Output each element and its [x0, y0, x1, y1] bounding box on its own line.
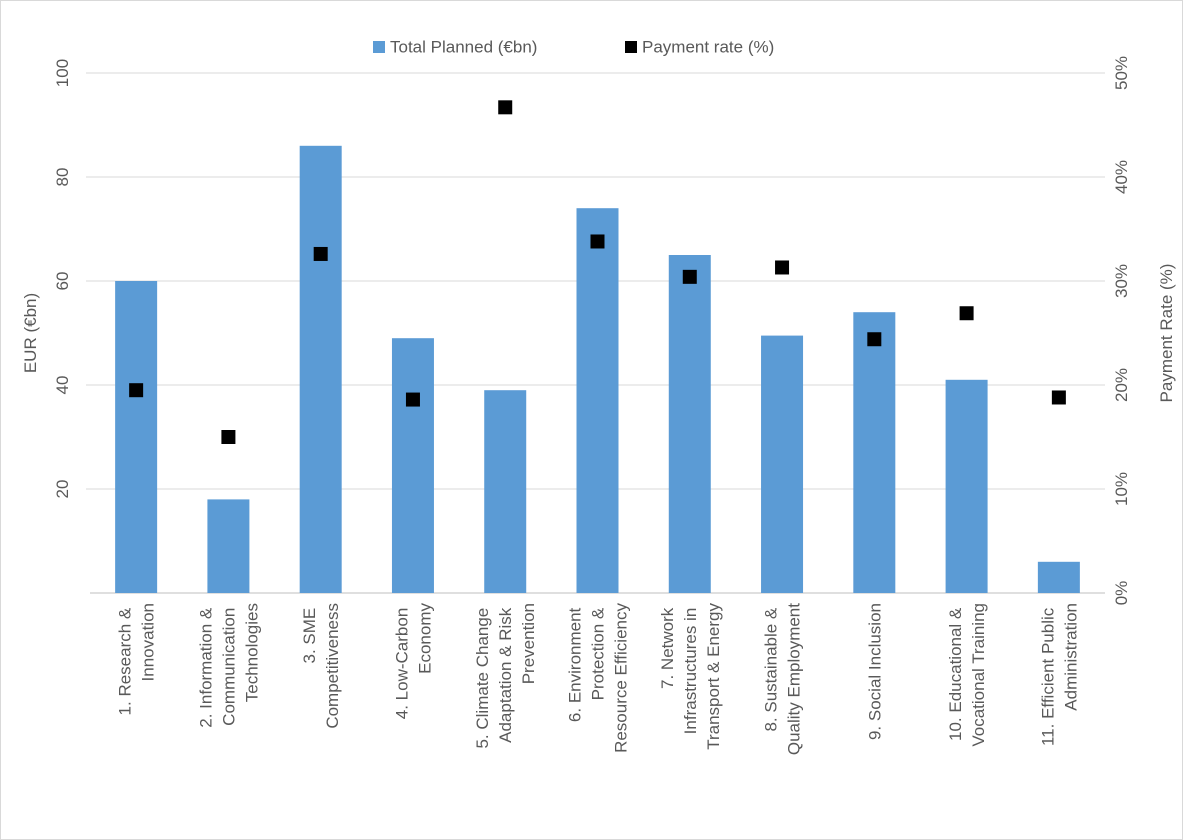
y2-tick-label: 40% — [1112, 160, 1131, 194]
marker — [498, 100, 513, 115]
x-tick-label: 8. Sustainable & Quality Employment — [762, 603, 804, 755]
bar — [391, 338, 434, 593]
bar — [207, 499, 250, 593]
legend-swatch — [373, 41, 385, 53]
marker — [867, 332, 882, 347]
x-tick-label: 11. Efficient Public Administration — [1038, 603, 1080, 746]
x-tick-label: 3. SME Competitiveness — [300, 603, 342, 729]
bar — [1037, 561, 1080, 593]
y-tick-label: 60 — [53, 272, 72, 291]
legend-label: Payment rate (%) — [642, 37, 774, 56]
y2-tick-label: 30% — [1112, 264, 1131, 298]
marker — [221, 430, 236, 444]
y-tick-label: 80 — [53, 168, 72, 187]
marker — [129, 383, 144, 398]
x-tick-label: 9. Social Inclusion — [865, 603, 884, 740]
bar — [945, 379, 988, 593]
x-tick-label: 2. Information & Communication Technolog… — [196, 603, 261, 728]
y2-tick-label: 0% — [1112, 581, 1131, 606]
marker — [1051, 390, 1066, 405]
x-tick-label: 6. Environment Protection & Resource Eff… — [566, 603, 631, 753]
x-tick-label: 4. Low-Carbon Economy — [392, 603, 434, 720]
bar — [853, 312, 896, 593]
legend-swatch — [625, 41, 637, 53]
marker — [590, 234, 605, 249]
y2-tick-label: 10% — [1112, 472, 1131, 506]
x-tick-label: 5. Climate Change Adaptation & Risk Prev… — [473, 603, 538, 749]
y-tick-label: 20 — [53, 480, 72, 499]
bar — [576, 208, 619, 593]
y-axis-title: EUR (€bn) — [21, 293, 40, 373]
y-tick-label: 40 — [53, 376, 72, 395]
x-tick-label: 10. Educational & Vocational Training — [946, 603, 988, 747]
marker — [775, 260, 790, 275]
x-tick-label: 1. Research & Innovation — [116, 603, 158, 715]
marker — [405, 392, 420, 407]
bar — [668, 255, 711, 593]
legend-label: Total Planned (€bn) — [390, 37, 537, 56]
y2-axis-title: Payment Rate (%) — [1157, 264, 1176, 403]
bar — [484, 390, 527, 593]
bar — [761, 335, 804, 593]
marker — [959, 306, 974, 321]
x-tick-label: 7. Network Infrastructures in Transport … — [658, 603, 723, 750]
marker — [682, 269, 697, 284]
y2-tick-label: 50% — [1112, 56, 1131, 90]
bar — [115, 281, 158, 593]
bar — [299, 145, 342, 594]
marker — [313, 246, 328, 261]
y2-tick-label: 20% — [1112, 368, 1131, 402]
y-tick-label: 100 — [53, 59, 72, 87]
